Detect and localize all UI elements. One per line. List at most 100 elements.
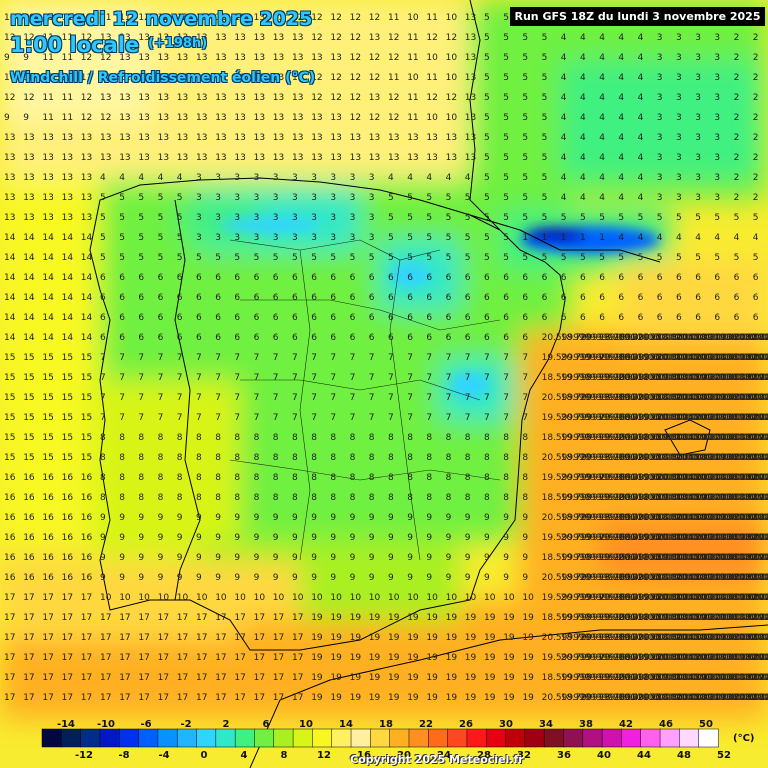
legend-tick-top: -10 <box>97 719 115 730</box>
grid-value: 2 <box>753 153 759 163</box>
grid-value: 6 <box>618 313 624 323</box>
grid-value: 12 <box>4 33 15 43</box>
grid-value: 3 <box>695 73 701 83</box>
grid-value: 14 <box>42 313 54 323</box>
grid-value: 18.799999999999955 <box>561 393 661 403</box>
grid-value: 5 <box>158 253 164 263</box>
grid-value: 6 <box>522 293 528 303</box>
grid-value: 18 <box>580 373 592 383</box>
grid-value: 1 <box>599 233 605 243</box>
grid-value: 3 <box>369 193 375 203</box>
grid-value: 8 <box>369 433 375 443</box>
grid-value: 5 <box>522 253 528 263</box>
grid-value: 6 <box>292 293 298 303</box>
legend-tick-bottom: 24 <box>437 750 451 761</box>
grid-value: 12 <box>23 33 34 43</box>
grid-value: 5 <box>484 253 490 263</box>
grid-value: 17 <box>177 633 188 643</box>
grid-value: 19.80000000000041 <box>753 613 768 623</box>
grid-value: 15 <box>42 373 53 383</box>
grid-value: 17 <box>81 693 92 703</box>
grid-value: 13 <box>254 93 265 103</box>
grid-value: 7 <box>426 413 432 423</box>
grid-value: 17 <box>138 653 149 663</box>
grid-value: 18.200000000000273 <box>695 393 768 403</box>
grid-value: 12 <box>426 93 437 103</box>
grid-value: 14 <box>23 253 35 263</box>
grid-value: 6 <box>369 313 375 323</box>
grid-value: 12 <box>388 113 399 123</box>
grid-value: 10 <box>446 13 458 23</box>
grid-value: 8 <box>215 433 221 443</box>
grid-value: 9 <box>234 573 240 583</box>
grid-value: 10 <box>254 593 266 603</box>
grid-value: 3 <box>714 193 720 203</box>
grid-value: 4 <box>638 233 644 243</box>
grid-value: 17 <box>42 653 53 663</box>
grid-value: 8 <box>388 473 394 483</box>
grid-value: 20.600000000000136 <box>638 693 738 703</box>
grid-value: 10 <box>273 593 285 603</box>
grid-value: 5 <box>158 213 164 223</box>
grid-value: 19.200000000000045 <box>599 553 699 563</box>
grid-value: 7 <box>446 413 452 423</box>
grid-value: 6 <box>484 313 490 323</box>
grid-value: 7 <box>273 373 279 383</box>
grid-value: 18.799999999999955 <box>561 333 661 343</box>
grid-value: 9 <box>254 533 260 543</box>
grid-value: 17 <box>273 653 284 663</box>
grid-value: 9 <box>254 573 260 583</box>
grid-value: 7 <box>254 353 260 363</box>
grid-value: 6 <box>330 333 336 343</box>
grid-value: 19 <box>350 633 362 643</box>
legend-swatch <box>621 728 642 748</box>
grid-value: 13 <box>4 193 15 203</box>
grid-value: 6 <box>734 273 740 283</box>
grid-value: 16 <box>42 473 54 483</box>
grid-value: 18.40000000000032 <box>714 473 768 483</box>
grid-value: 9 <box>522 533 528 543</box>
grid-value: 20.40000000000032 <box>714 613 768 623</box>
grid-value: 10 <box>330 593 342 603</box>
grid-value: 2 <box>753 113 759 123</box>
grid-value: 9 <box>388 573 394 583</box>
grid-value: 20.80000000000041 <box>753 353 768 363</box>
grid-value: 19 <box>426 613 438 623</box>
grid-value: 13 <box>158 93 169 103</box>
grid-value: 9 <box>388 513 394 523</box>
grid-value: 6 <box>100 313 106 323</box>
grid-value: 4 <box>618 73 624 83</box>
grid-value: 13 <box>292 93 303 103</box>
grid-value: 9 <box>100 573 106 583</box>
grid-value: 6 <box>177 273 183 283</box>
grid-value: 9 <box>196 573 202 583</box>
grid-value: 13 <box>23 133 34 143</box>
grid-value: 17 <box>62 613 73 623</box>
grid-value: 4 <box>561 173 567 183</box>
grid-value: 5 <box>657 213 663 223</box>
grid-value: 1 <box>542 233 548 243</box>
grid-value: 19.800000000000182 <box>657 373 757 383</box>
grid-value: 8 <box>503 493 509 503</box>
grid-value: 18.200000000000273 <box>695 333 768 343</box>
grid-value: 15 <box>4 413 15 423</box>
grid-value: 18.800000000000182 <box>657 633 757 643</box>
grid-value: 10 <box>4 73 16 83</box>
grid-value: 7 <box>215 353 221 363</box>
grid-value: 18.600000000000136 <box>638 613 738 623</box>
grid-value: 20 <box>580 393 592 403</box>
grid-value: 6 <box>561 293 567 303</box>
grid-value: 5 <box>542 73 548 83</box>
grid-value: 20.600000000000136 <box>638 333 738 343</box>
grid-value: 12 <box>158 73 169 83</box>
grid-value: 14 <box>62 333 74 343</box>
grid-value: 9 <box>158 513 164 523</box>
grid-value: 13 <box>4 213 15 223</box>
grid-value: 19.000000000000227 <box>676 653 768 663</box>
grid-value: 19 <box>407 673 419 683</box>
grid-value: 19.80000000000041 <box>753 373 768 383</box>
grid-value: 16 <box>81 553 93 563</box>
grid-value: 20.40000000000032 <box>714 553 768 563</box>
grid-value: 15 <box>42 453 53 463</box>
grid-value: 4 <box>618 113 624 123</box>
